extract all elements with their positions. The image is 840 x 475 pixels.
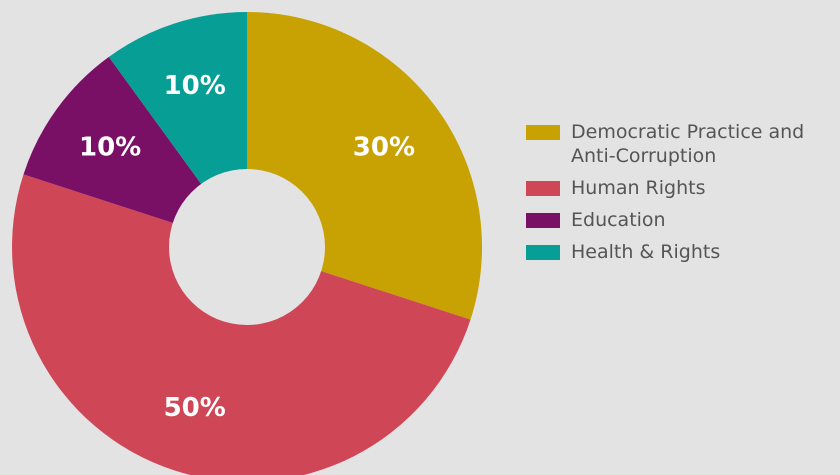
legend-label: Education	[571, 209, 666, 231]
donut-chart: 30% 50% 10% 10%	[12, 12, 482, 475]
slice-labels: 30% 50% 10% 10%	[79, 71, 415, 423]
slice-label-democratic-practice-and-anti-corruption: 30%	[353, 133, 415, 163]
legend-item-human-rights: Human Rights	[526, 176, 836, 200]
legend-label: Democratic Practice and Anti-Corruption	[571, 121, 805, 167]
legend-item-democratic-practice-and-anti-corruption: Democratic Practice and Anti-Corruption	[526, 120, 836, 168]
slice-label-health-and-rights: 10%	[164, 71, 226, 101]
legend-swatch	[526, 181, 560, 196]
legend-item-education: Education	[526, 208, 836, 232]
legend-item-health-and-rights: Health & Rights	[526, 240, 836, 264]
slice-label-education: 10%	[79, 133, 141, 163]
legend-swatch	[526, 213, 560, 228]
legend-label: Health & Rights	[571, 241, 721, 263]
donut-hole	[169, 169, 325, 325]
legend-label: Human Rights	[571, 177, 706, 199]
legend-swatch	[526, 125, 560, 140]
slice-label-human-rights: 50%	[164, 393, 226, 423]
legend-swatch	[526, 245, 560, 260]
legend: Democratic Practice and Anti-Corruption H…	[526, 120, 836, 272]
